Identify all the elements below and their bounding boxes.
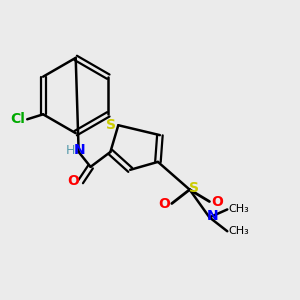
Text: O: O <box>158 196 170 211</box>
Text: Cl: Cl <box>10 112 25 126</box>
Text: CH₃: CH₃ <box>229 226 250 236</box>
Text: N: N <box>207 209 218 224</box>
Text: O: O <box>67 174 79 188</box>
Text: N: N <box>74 143 85 157</box>
Text: CH₃: CH₃ <box>229 204 250 214</box>
Text: S: S <box>106 118 116 132</box>
Text: S: S <box>189 181 199 195</box>
Text: O: O <box>212 194 223 208</box>
Text: H: H <box>66 143 75 157</box>
